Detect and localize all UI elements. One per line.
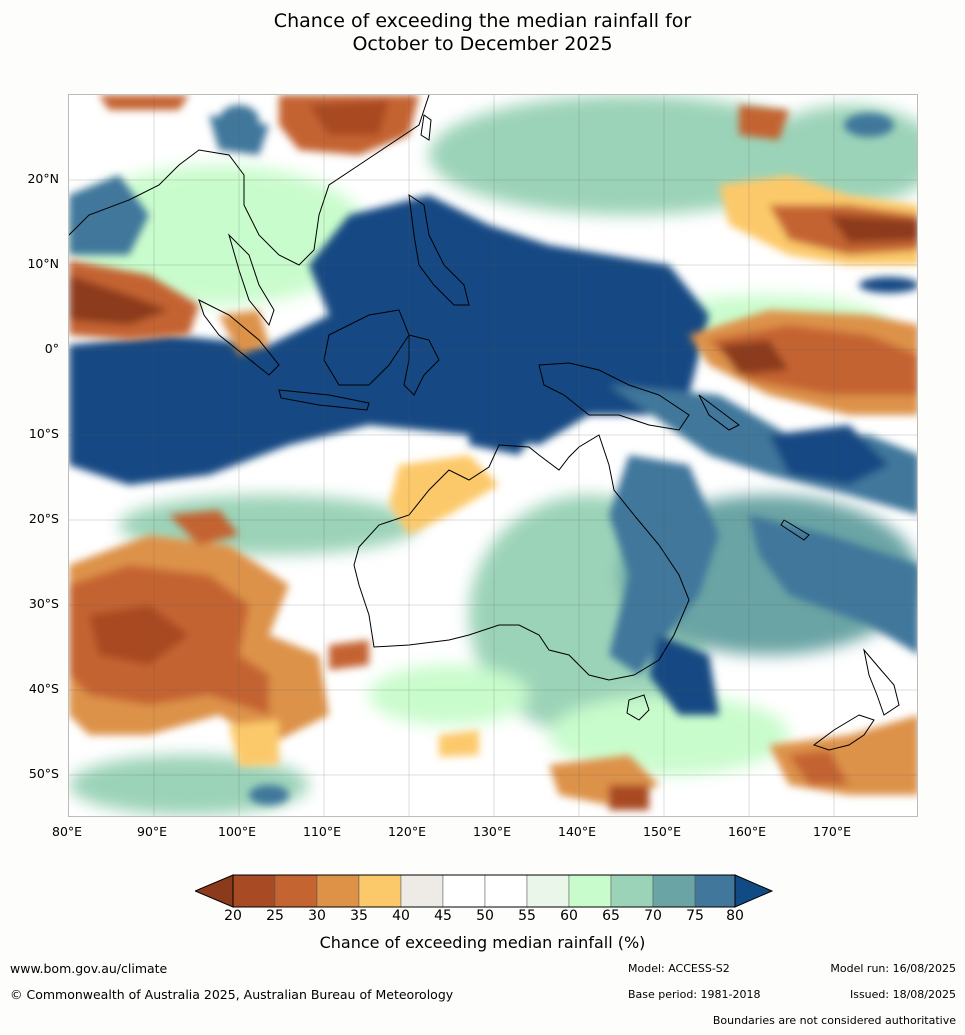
colorbar-swatch-55-60 [526, 874, 570, 908]
colorbar-tick-65: 65 [602, 908, 620, 924]
title-line-2: October to December 2025 [352, 33, 613, 55]
coastlines [69, 95, 900, 751]
colorbar-swatch-35-40 [358, 874, 402, 908]
colorbar-tick-75: 75 [686, 908, 704, 924]
colorbar-tick-35: 35 [350, 908, 368, 924]
lat-label-10n: 10°N [27, 256, 59, 271]
colorbar-swatch-65-70 [610, 874, 654, 908]
tasmania-outline [626, 694, 650, 721]
colorbar-tick-55: 55 [518, 908, 536, 924]
colorbar-tick-45: 45 [434, 908, 452, 924]
colorbar-swatch-60-65 [568, 874, 612, 908]
australia-outline [353, 434, 690, 681]
colorbar-tick-50: 50 [476, 908, 494, 924]
rainfall-map-svg [69, 95, 917, 816]
disclaimer-text: Boundaries are not considered authoritat… [712, 1014, 956, 1027]
colorbar-swatch-30-35 [316, 874, 360, 908]
title-line-1: Chance of exceeding the median rainfall … [273, 10, 692, 32]
mainland-asia-outline [69, 95, 430, 266]
colorbar-swatch-75-80 [694, 874, 736, 908]
lon-label-150e: 150°E [643, 824, 682, 839]
colorbar [195, 874, 773, 908]
colorbar-swatch-45-50 [442, 874, 486, 908]
lon-label-160e: 160°E [728, 824, 767, 839]
colorbar-tick-70: 70 [644, 908, 662, 924]
colorbar-tick-25: 25 [266, 908, 284, 924]
website-link[interactable]: www.bom.gov.au/climate [10, 961, 168, 976]
nz-north-island-outline [863, 648, 900, 716]
borneo-outline [323, 309, 410, 386]
base-period-text: Base period: 1981-2018 [628, 988, 761, 1001]
sumatra-outline [198, 299, 280, 376]
lat-label-10s: 10°S [28, 426, 59, 441]
sulawesi-outline [403, 334, 440, 396]
rainfall-map[interactable] [68, 94, 918, 817]
philippines-outline [408, 193, 470, 306]
lon-label-90e: 90°E [137, 824, 168, 839]
colorbar-tick-20: 20 [224, 908, 242, 924]
colorbar-tick-30: 30 [308, 908, 326, 924]
colorbar-swatch-50-55 [484, 874, 528, 908]
lat-label-20s: 20°S [28, 511, 59, 526]
lon-label-170e: 170°E [813, 824, 852, 839]
taiwan-outline [420, 114, 432, 141]
nz-south-island-outline [812, 714, 875, 751]
new-caledonia-outline [780, 519, 810, 541]
lon-label-80e: 80°E [52, 824, 83, 839]
lon-label-110e: 110°E [303, 824, 342, 839]
lat-label-50s: 50°S [28, 766, 59, 781]
java-outline [278, 389, 370, 411]
colorbar-extend-low [195, 874, 234, 908]
lat-label-0: 0° [44, 341, 59, 356]
colorbar-tick-40: 40 [392, 908, 410, 924]
lat-label-20n: 20°N [27, 171, 59, 186]
rain-field-wet [69, 105, 917, 805]
malay-peninsula-outline [227, 233, 275, 327]
lon-label-140e: 140°E [558, 824, 597, 839]
lon-label-130e: 130°E [473, 824, 512, 839]
model-run-text: Model run: 16/08/2025 [830, 962, 956, 975]
solomon-islands-outline [698, 394, 740, 431]
copyright-text: © Commonwealth of Australia 2025, Austra… [10, 987, 454, 1002]
colorbar-tick-60: 60 [560, 908, 578, 924]
colorbar-extend-high [734, 874, 773, 908]
lon-label-100e: 100°E [218, 824, 257, 839]
colorbar-tick-80: 80 [726, 908, 744, 924]
lon-label-120e: 120°E [388, 824, 427, 839]
colorbar-swatch-25-30 [274, 874, 318, 908]
lat-label-40s: 40°S [28, 681, 59, 696]
colorbar-swatch-40-45 [400, 874, 444, 908]
map-title: Chance of exceeding the median rainfall … [0, 10, 965, 56]
lat-label-30s: 30°S [28, 596, 59, 611]
colorbar-swatch-20-25 [232, 874, 276, 908]
issued-text: Issued: 18/08/2025 [849, 988, 956, 1001]
model-text: Model: ACCESS-S2 [628, 962, 730, 975]
new-guinea-outline [538, 362, 690, 431]
colorbar-swatch-70-75 [652, 874, 696, 908]
colorbar-label: Chance of exceeding median rainfall (%) [319, 933, 646, 952]
rain-field-dry [69, 95, 917, 810]
map-gridlines [69, 95, 917, 816]
